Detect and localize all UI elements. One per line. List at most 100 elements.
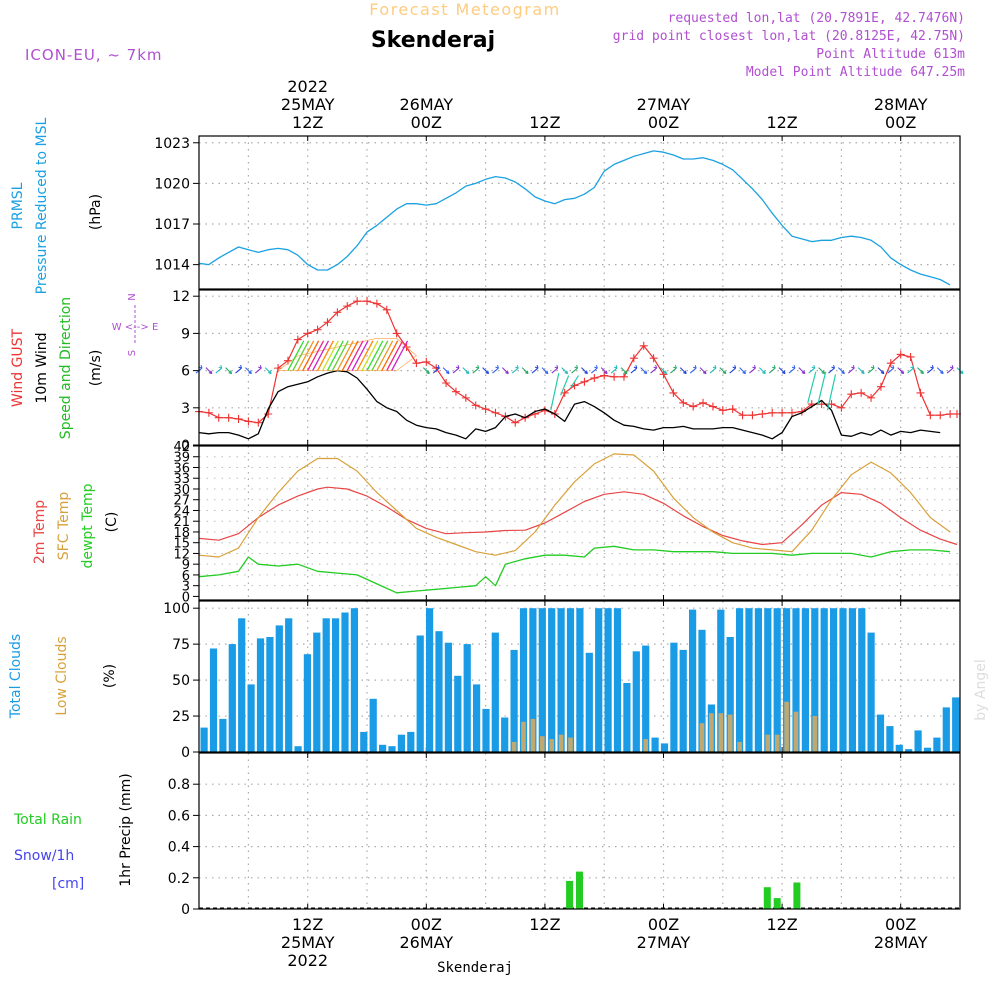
bar-total-clouds <box>247 684 255 752</box>
time-label-bottom: 12Z <box>529 915 560 934</box>
time-label-top: 00Z <box>648 113 679 132</box>
wind-arrow <box>689 367 697 374</box>
wind-arrow <box>897 367 905 374</box>
y-tick-label: 1020 <box>154 176 190 192</box>
panel-precipitation: 0 0.2 0.4 0.6 0.8 <box>168 752 961 918</box>
wind-arrow <box>877 367 885 374</box>
gust-marker <box>313 325 322 334</box>
gust-marker <box>353 297 362 306</box>
wind-arrow-head <box>831 364 835 369</box>
bar-total-clouds <box>792 608 800 752</box>
bar-total-clouds <box>642 645 650 752</box>
bar-total-clouds <box>473 684 481 752</box>
wind-arrow-head <box>465 370 470 375</box>
gust-marker <box>946 410 955 418</box>
gust-marker <box>491 408 500 417</box>
y-tick-label: 21 <box>173 515 190 530</box>
wind-arrow-head <box>436 364 440 369</box>
wind-arrow-head <box>208 370 213 375</box>
gust-marker <box>619 372 628 381</box>
gust-marker <box>876 382 885 391</box>
bar-total-clouds <box>679 649 687 752</box>
time-label-bottom: 00Z <box>648 915 679 934</box>
bar-total-clouds <box>764 608 772 752</box>
label-wind-direction: Speed and Direction <box>58 297 74 439</box>
bar-low-clouds <box>530 718 536 752</box>
wind-arrow-head <box>643 370 648 375</box>
bar-total-clouds <box>923 747 932 752</box>
bar-low-clouds <box>549 739 554 752</box>
bar-total-clouds <box>256 638 265 752</box>
bar-total-clouds <box>350 608 358 752</box>
panel-frame <box>198 135 961 290</box>
bar-low-clouds <box>784 701 789 752</box>
wind-arrow-wedge <box>277 338 417 371</box>
wind-arrow-head <box>564 370 569 375</box>
wind-arrow <box>817 371 827 406</box>
label-total-clouds: Total Clouds <box>8 634 24 719</box>
bar-total-clouds <box>858 608 866 752</box>
bar-total-clouds <box>275 625 283 752</box>
bar-total-clouds <box>219 718 227 752</box>
gust-marker <box>857 388 866 397</box>
label-low-clouds: Low Clouds <box>54 636 70 715</box>
wind-arrow <box>946 367 954 374</box>
gust-marker <box>303 329 312 338</box>
wind-arrow-head <box>811 364 816 369</box>
bar-total-clouds <box>557 608 565 752</box>
bar-total-clouds <box>322 618 330 752</box>
gust-marker <box>689 402 698 411</box>
wind-arrow-head <box>653 364 658 369</box>
wind-arrow <box>798 367 806 374</box>
bar-rain <box>576 871 583 909</box>
bar-total-clouds <box>914 730 922 752</box>
bar-total-clouds <box>623 683 631 752</box>
wind-arrow-head <box>505 370 509 375</box>
wind-arrow <box>302 340 320 371</box>
gust-marker <box>323 318 332 327</box>
gust-marker <box>511 418 520 427</box>
model-label: ICON-EU, ~ 7km <box>25 46 163 64</box>
time-label-bottom: 26MAY <box>399 933 453 952</box>
y-tick-label: 0 <box>181 438 190 454</box>
panel-side-labels: PRMSL Pressure Reduced to MSL (hPa) Wind GU… <box>8 117 158 892</box>
gust-marker <box>224 413 233 422</box>
wind-arrow <box>371 340 389 371</box>
wind-arrow-head <box>930 364 934 369</box>
wind-arrow <box>600 367 608 374</box>
wind-arrow <box>292 340 310 371</box>
panel-wind: 0 3 6 9 12 <box>172 289 964 454</box>
bar-total-clouds <box>689 609 697 752</box>
bar-total-clouds <box>341 612 349 752</box>
wind-arrow <box>561 367 569 374</box>
wind-arrow <box>482 367 489 374</box>
wind-arrow <box>351 340 369 371</box>
bar-total-clouds <box>285 618 293 752</box>
bar-total-clouds <box>876 714 885 752</box>
gust-marker <box>837 403 846 412</box>
wind-arrow <box>857 367 865 374</box>
series-line-prmsl <box>198 150 951 286</box>
wind-arrow <box>321 340 339 371</box>
wind-arrow <box>541 367 549 374</box>
bar-total-clouds <box>482 708 490 752</box>
gust-marker <box>847 390 856 399</box>
y-tick-label: 0.2 <box>168 871 190 887</box>
bar-total-clouds <box>510 649 518 752</box>
compass-south: S <box>127 350 138 356</box>
y-tick-label: 9 <box>181 326 190 342</box>
bar-total-clouds <box>839 608 847 752</box>
bar-rain <box>763 887 771 909</box>
panel-frame <box>198 289 961 446</box>
wind-arrow-head <box>554 364 559 369</box>
bar-low-clouds <box>765 734 771 752</box>
bar-total-clouds <box>266 637 274 752</box>
y-tick-label: 0.4 <box>168 840 190 856</box>
footer-location: Skenderaj <box>437 960 513 976</box>
wind-arrow-head <box>455 364 460 369</box>
label-ms: (m/s) <box>88 350 104 387</box>
wind-arrow <box>462 367 470 374</box>
wind-arrow-head <box>495 364 499 369</box>
wind-arrow-head <box>534 364 539 369</box>
wind-arrow-head <box>218 364 223 369</box>
